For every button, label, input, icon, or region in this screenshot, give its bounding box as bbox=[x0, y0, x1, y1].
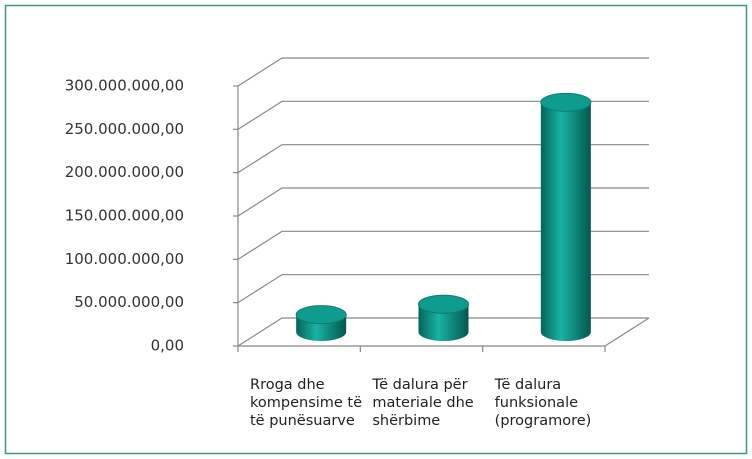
floor-right bbox=[604, 317, 650, 347]
x-tick-label: Të dalura funksionale (programore) bbox=[494, 377, 592, 429]
grid-line bbox=[237, 274, 649, 304]
x-tick-label: Të dalura për materiale dhe shërbime bbox=[372, 377, 474, 429]
y-tick-label: 100.000.000,00 bbox=[65, 250, 184, 268]
y-tick-label: 200.000.000,00 bbox=[65, 163, 184, 181]
grid-line bbox=[237, 144, 649, 174]
frame bbox=[4, 4, 748, 455]
cylinder bbox=[295, 305, 347, 341]
y-tick-label: 150.000.000,00 bbox=[65, 207, 184, 225]
x-tick-label: Rroga dhe kompensime të të punësuarve bbox=[250, 377, 363, 429]
y-tick-label: 250.000.000,00 bbox=[65, 120, 184, 138]
cylinder bbox=[540, 92, 592, 341]
cylinder-top bbox=[295, 305, 347, 325]
cylinder-body bbox=[540, 102, 591, 341]
cylinder-body bbox=[418, 304, 469, 341]
y-tick-label: 300.000.000,00 bbox=[65, 77, 184, 95]
cylinder bbox=[418, 294, 469, 341]
cylinder-top bbox=[540, 92, 592, 112]
cylinder-top bbox=[418, 294, 469, 314]
grid-line bbox=[237, 57, 649, 87]
y-tick-label: 50.000.000,00 bbox=[74, 293, 184, 311]
grid-line bbox=[237, 230, 649, 260]
grid-line bbox=[237, 317, 649, 347]
grid-line bbox=[237, 100, 649, 130]
y-tick-label: 0,00 bbox=[151, 337, 184, 355]
grid-line bbox=[237, 187, 649, 217]
